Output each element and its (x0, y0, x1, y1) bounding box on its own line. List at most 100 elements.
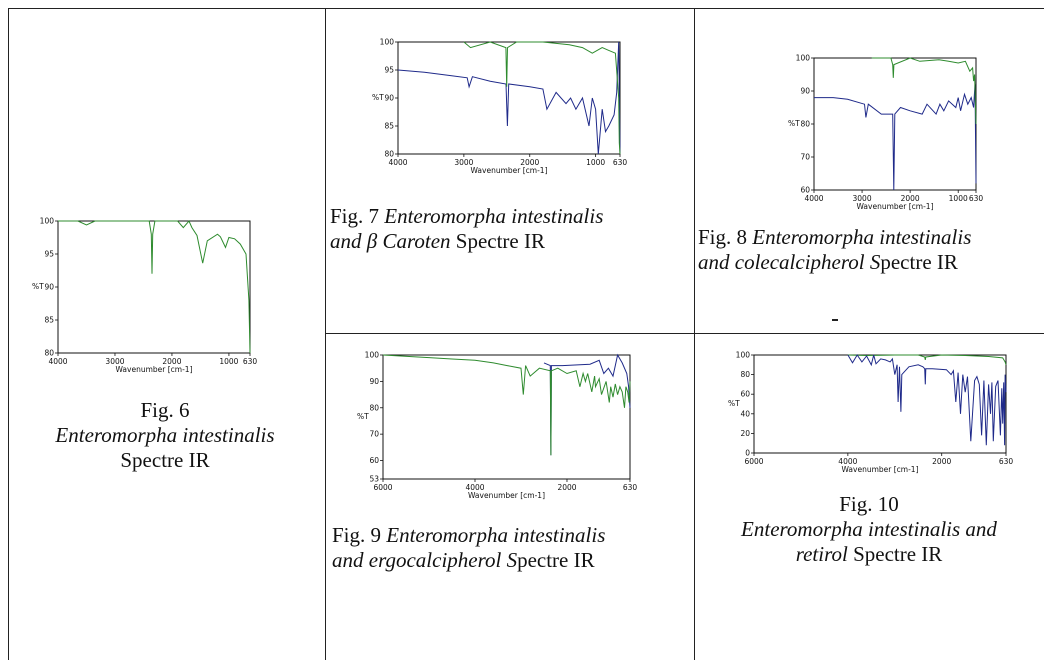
fig8-xlabel: Wavenumber [cm-1] (857, 202, 934, 211)
fig8-ytick-label: 70 (800, 153, 810, 162)
fig6-xtick-label: 4000 (48, 357, 67, 366)
fig6-plot-frame (57, 220, 251, 354)
fig8-xtick-label: 630 (969, 194, 984, 203)
fig6-ytick-label: 80 (44, 349, 54, 358)
caption-fig8-compound: and colecalcipherol S (698, 250, 881, 274)
table-border-mid (325, 333, 1044, 334)
fig7-ytick-label: 90 (384, 94, 394, 103)
fig7-ylabel: %T (372, 93, 384, 102)
fig10-ytick-label: 40 (740, 409, 750, 418)
spectrum-fig6: 80 85 90 95 100 4000 3000 2000 1000 630 Wavenumber… (32, 217, 258, 375)
caption-fig9-compound: and ergocalcipherol S (332, 548, 518, 572)
fig9-series-sample-line (382, 354, 631, 456)
caption-fig9-suffix: pectre IR (517, 548, 595, 572)
caption-fig9-species: Enteromorpha intestinalis (386, 523, 606, 547)
fig10-xtick-label: 6000 (744, 457, 763, 466)
spectrum-fig9: 53 60 70 80 90 100 6000 4000 2000 630 Wavenumber [… (357, 351, 638, 501)
caption-fig7-label: Fig. 7 (330, 204, 385, 228)
fig10-ytick-label: 60 (740, 390, 750, 399)
fig10-ylabel: %T (728, 399, 740, 408)
spectrum-fig8: 60 70 80 90 100 4000 3000 2000 1000 630 Wavenumber… (788, 54, 984, 212)
caption-fig8-species: Enteromorpha intestinalis (752, 225, 972, 249)
fig8-series-sample-line (871, 57, 977, 125)
fig9-xlabel: Wavenumber [cm-1] (468, 491, 545, 500)
fig8-xtick-label: 2000 (901, 194, 920, 203)
fig7-xlabel: Wavenumber [cm-1] (471, 166, 548, 175)
caption-fig10-suffix: Spectre IR (847, 542, 943, 566)
fig8-ylabel: %T (788, 119, 800, 128)
fig6-xtick-label: 2000 (162, 357, 181, 366)
caption-fig6-species: Enteromorpha intestinalis (55, 423, 275, 447)
spectrum-fig10: 0 20 40 60 80 100 6000 4000 2000 630 Wavenumber [c… (728, 351, 1014, 475)
figure-table (8, 8, 1044, 660)
fig10-ytick-label: 100 (736, 351, 751, 360)
fig10-ytick-label: 20 (740, 429, 750, 438)
fig9-ytick-label: 53 (369, 475, 379, 484)
fig7-xtick-label: 3000 (454, 158, 473, 167)
fig6-ytick-label: 85 (44, 316, 54, 325)
table-border-top (8, 8, 1044, 9)
fig7-ytick-label: 80 (384, 150, 394, 159)
caption-fig8-suffix: pectre IR (880, 250, 958, 274)
fig10-xtick-label: 4000 (838, 457, 857, 466)
fig8-xtick-label: 3000 (853, 194, 872, 203)
fig9-xtick-label: 6000 (373, 483, 392, 492)
fig8-series-reference-line (814, 84, 977, 191)
fig10-ytick-label: 80 (740, 370, 750, 379)
fig7-xtick-label: 630 (613, 158, 628, 167)
caption-fig10: Fig. 10 Enteromorpha intestinalis and re… (694, 492, 1044, 567)
fig10-plot-frame (753, 354, 1007, 454)
caption-fig7-suffix: Spectre IR (450, 229, 545, 253)
caption-fig6-label: Fig. 6 (140, 398, 190, 422)
fig9-ytick-label: 80 (369, 403, 379, 412)
fig6-ylabel: %T (32, 282, 44, 291)
fig6-xlabel: Wavenumber [cm-1] (116, 365, 193, 374)
fig9-ytick-label: 60 (369, 456, 379, 465)
fig6-xtick-label: 3000 (105, 357, 124, 366)
fig9-xtick-label: 630 (623, 483, 638, 492)
fig8-ytick-label: 90 (800, 87, 810, 96)
fig7-xtick-label: 2000 (520, 158, 539, 167)
fig8-xtick-label: 1000 (949, 194, 968, 203)
caption-fig6: Fig. 6 Enteromorpha intestinalis Spectre… (20, 398, 310, 473)
caption-fig7: Fig. 7 Enteromorpha intestinalis and β C… (330, 204, 685, 254)
caption-fig8-label: Fig. 8 (698, 225, 753, 249)
fig6-ytick-label: 90 (44, 283, 54, 292)
caption-fig6-suffix: Spectre IR (120, 448, 210, 472)
fig9-series-reference-line (543, 353, 631, 456)
table-border-col3 (694, 8, 695, 660)
fig7-ytick-label: 100 (380, 38, 395, 47)
fig7-ytick-label: 95 (384, 66, 394, 75)
stray-mark (832, 319, 838, 321)
table-border-col2 (325, 8, 326, 660)
fig7-xtick-label: 1000 (586, 158, 605, 167)
fig8-ytick-label: 100 (796, 54, 811, 63)
fig8-ytick-label: 80 (800, 120, 810, 129)
fig9-ytick-label: 100 (365, 351, 380, 360)
fig9-plot-frame (382, 354, 631, 480)
fig9-xtick-label: 2000 (557, 483, 576, 492)
fig9-ylabel: %T (357, 412, 369, 421)
fig10-xlabel: Wavenumber [cm-1] (842, 465, 919, 474)
fig10-ytick-label: 0 (745, 449, 750, 458)
fig10-xtick-label: 2000 (932, 457, 951, 466)
caption-fig9: Fig. 9 Enteromorpha intestinalis and erg… (332, 523, 687, 573)
fig10-xtick-label: 630 (999, 457, 1014, 466)
table-border-left (8, 8, 9, 660)
fig7-xtick-label: 4000 (388, 158, 407, 167)
fig7-ytick-label: 85 (384, 122, 394, 131)
fig7-series-reference-line (397, 41, 621, 155)
spectrum-fig7: 80 85 90 95 100 4000 3000 2000 1000 630 Wavenumber… (372, 38, 628, 176)
caption-fig8: Fig. 8 Enteromorpha intestinalis and col… (698, 225, 1044, 275)
fig6-xtick-label: 630 (243, 357, 258, 366)
caption-fig10-compound: retirol (795, 542, 848, 566)
fig9-xtick-label: 4000 (465, 483, 484, 492)
fig10-series-sample-line (847, 354, 1007, 365)
fig9-ytick-label: 90 (369, 377, 379, 386)
fig6-xtick-label: 1000 (219, 357, 238, 366)
caption-fig7-compound: and β Caroten (330, 229, 451, 253)
caption-fig10-label: Fig. 10 (839, 492, 899, 516)
fig10-series-reference-line (847, 354, 1007, 446)
fig7-series-sample-line (463, 41, 621, 155)
fig6-ytick-label: 100 (40, 217, 55, 226)
